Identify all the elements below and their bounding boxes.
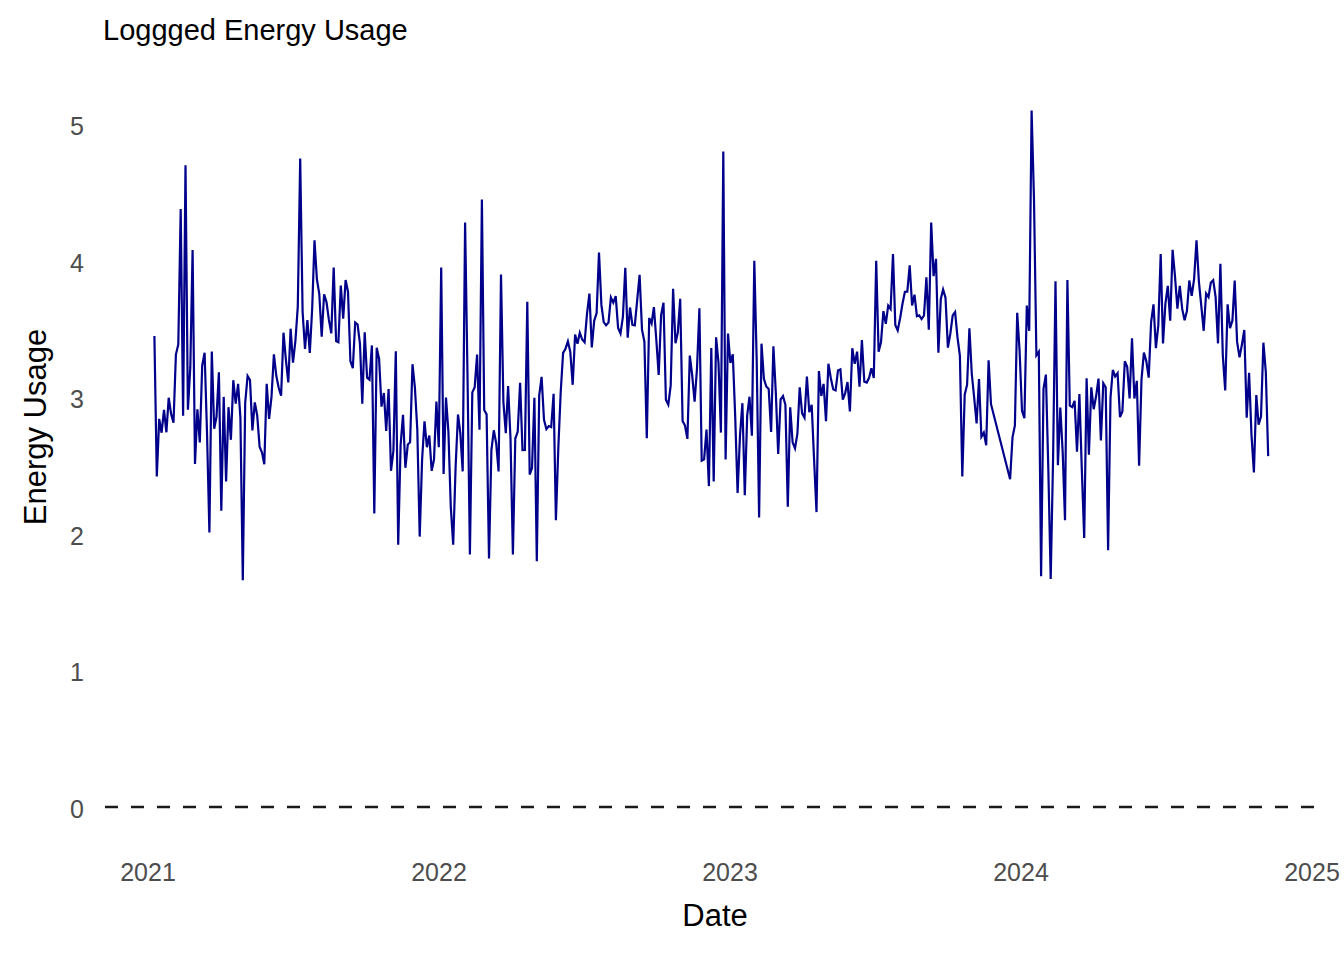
x-tick-label: 2025 — [1252, 857, 1344, 887]
y-tick-label: 3 — [14, 383, 84, 415]
y-tick-label: 5 — [14, 110, 84, 142]
x-tick-label: 2022 — [379, 857, 499, 887]
y-tick-label: 2 — [14, 520, 84, 552]
x-axis-title: Date — [0, 898, 1344, 934]
chart-canvas — [0, 0, 1344, 960]
x-tick-label: 2021 — [88, 857, 208, 887]
y-tick-label: 0 — [14, 793, 84, 825]
y-axis-title: Energy Usage — [18, 329, 54, 525]
x-tick-label: 2023 — [670, 857, 790, 887]
x-axis-title-text: Date — [682, 898, 747, 933]
x-tick-label: 2024 — [961, 857, 1081, 887]
energy-usage-line — [154, 111, 1268, 581]
chart-title: Loggged Energy Usage — [103, 14, 408, 47]
y-tick-label: 4 — [14, 247, 84, 279]
y-tick-label: 1 — [14, 656, 84, 688]
energy-usage-chart: Loggged Energy Usage Energy Usage Date 0… — [0, 0, 1344, 960]
